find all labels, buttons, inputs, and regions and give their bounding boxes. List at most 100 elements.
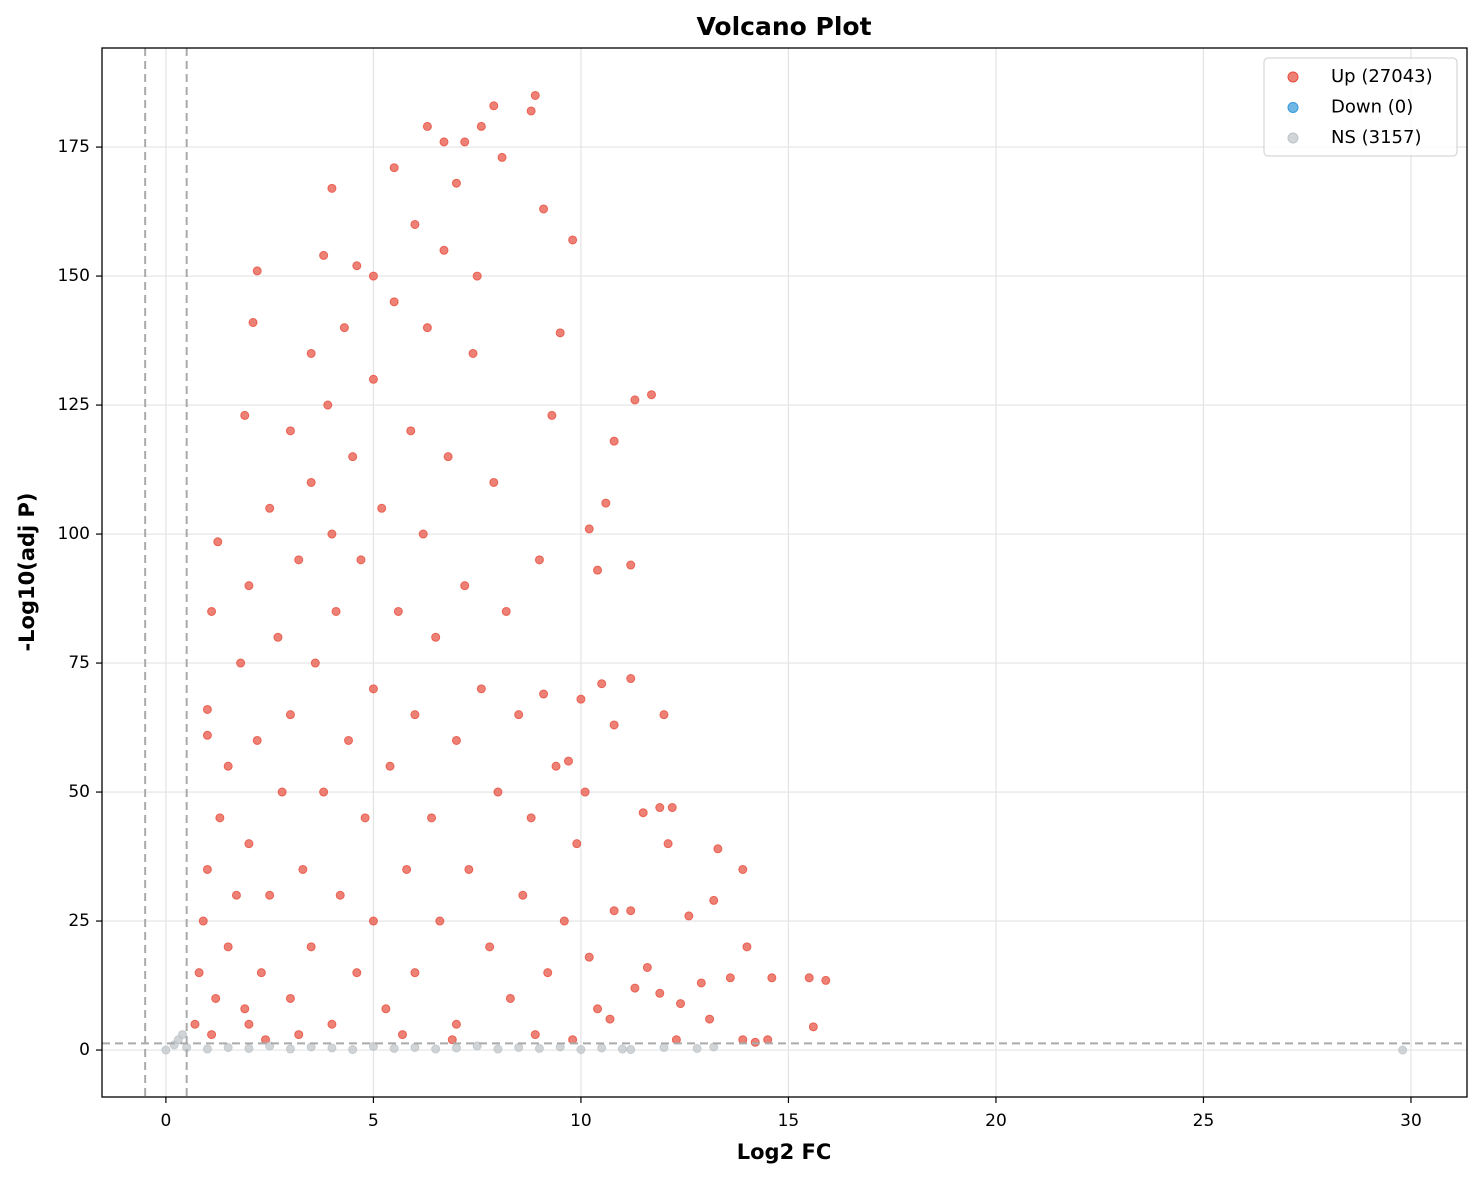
y-tick-label: 150	[58, 266, 90, 286]
point	[530, 90, 540, 100]
point	[742, 942, 752, 952]
point	[659, 710, 669, 720]
point	[194, 968, 204, 978]
point	[319, 250, 329, 260]
point	[576, 1045, 586, 1055]
point	[609, 436, 619, 446]
point	[190, 1019, 200, 1029]
point	[626, 560, 636, 570]
point	[240, 410, 250, 420]
x-tick-label: 15	[778, 1111, 800, 1131]
point	[530, 1030, 540, 1040]
point	[584, 524, 594, 534]
point	[638, 808, 648, 818]
legend-label: Down (0)	[1331, 97, 1413, 118]
point	[443, 452, 453, 462]
point	[215, 813, 225, 823]
point	[285, 426, 295, 436]
legend-marker	[1287, 71, 1299, 83]
point	[327, 1043, 337, 1053]
point	[1398, 1045, 1408, 1055]
y-axis-label: -Log10(adj P)	[15, 492, 39, 651]
point	[202, 704, 212, 714]
point	[385, 761, 395, 771]
point	[306, 348, 316, 358]
point	[476, 684, 486, 694]
point	[207, 1030, 217, 1040]
point	[244, 581, 254, 591]
point	[265, 503, 275, 513]
point	[767, 973, 777, 983]
point	[327, 529, 337, 539]
point	[368, 916, 378, 926]
point	[526, 106, 536, 116]
point	[202, 730, 212, 740]
point	[539, 204, 549, 214]
point	[431, 632, 441, 642]
point	[161, 1045, 171, 1055]
point	[368, 1041, 378, 1051]
point	[294, 1030, 304, 1040]
point	[705, 1014, 715, 1024]
point	[418, 529, 428, 539]
point	[626, 674, 636, 684]
point	[713, 844, 723, 854]
point	[368, 374, 378, 384]
point	[547, 410, 557, 420]
point	[377, 503, 387, 513]
point	[306, 477, 316, 487]
point	[460, 137, 470, 147]
point	[348, 452, 358, 462]
point	[750, 1037, 760, 1047]
legend-label: NS (3157)	[1331, 127, 1421, 148]
point	[389, 163, 399, 173]
point	[435, 916, 445, 926]
point	[684, 911, 694, 921]
point	[352, 261, 362, 271]
point	[344, 735, 354, 745]
point	[593, 565, 603, 575]
legend-marker	[1287, 132, 1299, 144]
point	[285, 1044, 295, 1054]
point	[252, 735, 262, 745]
point	[489, 477, 499, 487]
point	[659, 1042, 669, 1052]
point	[410, 219, 420, 229]
point	[514, 710, 524, 720]
point	[393, 606, 403, 616]
point	[389, 1043, 399, 1053]
y-tick-label: 125	[58, 395, 90, 415]
y-tick-label: 175	[58, 137, 90, 157]
point	[439, 137, 449, 147]
x-axis-label: Log2 FC	[737, 1140, 832, 1164]
point	[173, 1035, 183, 1045]
point	[609, 720, 619, 730]
y-tick-label: 100	[58, 524, 90, 544]
point	[248, 318, 258, 328]
point	[447, 1035, 457, 1045]
point	[493, 1044, 503, 1054]
point	[559, 916, 569, 926]
point	[389, 297, 399, 307]
point	[655, 803, 665, 813]
point	[277, 787, 287, 797]
point	[493, 787, 503, 797]
y-tick-label: 0	[79, 1040, 90, 1060]
point	[244, 1043, 254, 1053]
point	[410, 968, 420, 978]
point	[709, 895, 719, 905]
point	[451, 1043, 461, 1053]
point	[451, 735, 461, 745]
point	[539, 689, 549, 699]
point	[663, 839, 673, 849]
point	[460, 581, 470, 591]
point	[202, 864, 212, 874]
plot-frame	[101, 47, 1468, 1098]
point	[213, 537, 223, 547]
y-tick-label: 75	[68, 653, 90, 673]
x-tick-label: 0	[160, 1111, 171, 1131]
point	[804, 973, 814, 983]
x-tick-label: 30	[1400, 1111, 1422, 1131]
point	[584, 952, 594, 962]
point	[240, 1004, 250, 1014]
